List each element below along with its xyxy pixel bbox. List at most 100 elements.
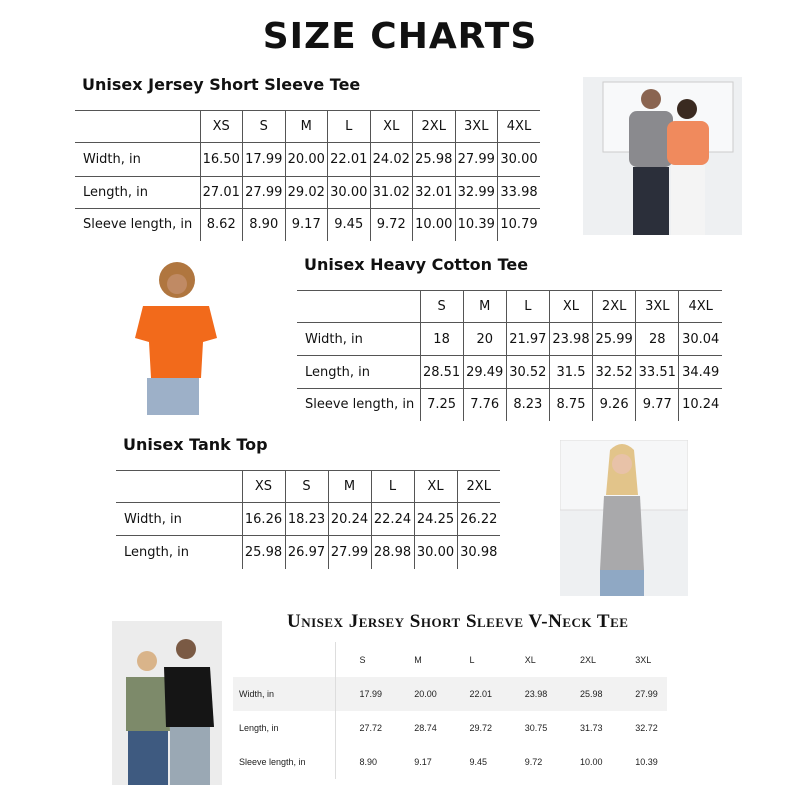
measurement-cell: 18 [419,322,464,356]
size-header-s: S [359,654,366,665]
measurement-cell: 28.74 [414,723,437,733]
measurement-cell: 30.75 [524,723,548,733]
row-label: Length, in [233,711,336,745]
size-table-heavy-cotton-tee: S M L XL 2XL 3XL 4XL Width, in 18 20 21.97 23.98 25.… [297,290,722,421]
size-header-m: M [414,654,422,665]
size-header-m: M [327,470,371,503]
measurement-cell: 26.97 [284,535,328,569]
row-label: Sleeve length, in [297,388,420,421]
size-header-m: M [462,290,507,323]
heavy-cotton-tee-model-photo [133,258,218,415]
measurement-cell: 23.98 [500,677,556,711]
measurement-cell: 22.01 [445,677,501,711]
measurement-cell: 9.77 [635,388,679,421]
empty-cell [116,470,242,503]
row-label: Length, in [297,355,420,389]
size-header-2xl: 2XL [412,110,455,143]
measurement-cell: 33.98 [497,176,540,209]
measurement-cell: 9.45 [469,757,488,767]
measurement-cell: 26.22 [456,502,500,536]
measurement-cell: 17.99 [242,142,285,177]
measurement-cell: 29.72 [469,723,493,733]
measurement-cell: 9.72 [369,208,413,241]
size-header-l: L [505,290,550,323]
measurement-cell: 20.00 [390,677,446,711]
size-header-xl: XL [413,470,457,503]
measurement-cell: 9.45 [327,208,370,241]
size-header-4xl: 4XL [497,110,540,143]
measurement-cell: 16.50 [199,142,243,177]
measurement-cell: 23.98 [548,322,593,356]
size-table-v-neck-tee: S M L XL 2XL 3XL Width, in 17.99 20.00 22.01 23.98… [233,642,667,779]
measurement-cell: 27.99 [327,535,371,569]
size-header-2xl: 2XL [456,470,500,503]
measurement-cell: 10.24 [678,388,722,421]
table-row: Width, in 17.99 20.00 22.01 23.98 25.98 27.99 [233,677,667,711]
measurement-cell: 22.01 [327,142,370,177]
measurement-cell: 28.51 [419,355,464,389]
size-header-xl: XL [548,290,593,323]
measurement-cell: 10.00 [412,208,455,241]
measurement-cell: 9.17 [284,208,328,241]
measurement-cell: 25.98 [241,535,285,569]
table-row: Sleeve length, in 8.62 8.90 9.17 9.45 9.72 10.… [75,208,540,241]
measurement-cell: 31.02 [369,176,413,209]
table-row: Sleeve length, in 7.25 7.76 8.23 8.75 9.26 9.7… [297,388,722,421]
row-label: Width, in [75,142,200,177]
measurement-cell: 7.76 [462,388,507,421]
table-row: Width, in 16.26 18.23 20.24 22.24 24.25 26.22 [116,502,500,536]
page-title: SIZE CHARTS [262,16,538,57]
row-label: Length, in [116,535,242,569]
chart-heading-jersey-tee: Unisex Jersey Short Sleeve Tee [82,75,361,94]
measurement-cell: 25.98 [556,677,612,711]
measurement-cell: 9.26 [592,388,636,421]
measurement-cell: 32.72 [635,723,658,733]
measurement-cell: 8.23 [505,388,550,421]
measurement-cell: 8.90 [359,757,378,767]
measurement-cell: 31.73 [580,723,603,733]
measurement-cell: 20 [462,322,507,356]
measurement-cell: 9.72 [524,757,543,767]
size-header-2xl: 2XL [580,654,597,665]
header-row: XS S M L XL 2XL [116,470,500,503]
size-header-s: S [419,290,464,323]
measurement-cell: 10.00 [580,757,603,767]
measurement-cell: 32.01 [412,176,455,209]
measurement-cell: 27.01 [199,176,243,209]
measurement-cell: 27.99 [454,142,498,177]
measurement-cell: 24.02 [369,142,413,177]
measurement-cell: 18.23 [284,502,328,536]
size-header-l: L [370,470,414,503]
measurement-cell: 30.00 [497,142,540,177]
chart-heading-heavy-cotton-tee: Unisex Heavy Cotton Tee [304,255,529,274]
empty-cell [75,110,200,143]
measurement-cell: 33.51 [635,355,679,389]
size-header-2xl: 2XL [592,290,636,323]
measurement-cell: 20.00 [284,142,328,177]
row-label: Length, in [75,176,200,209]
measurement-cell: 10.39 [635,757,658,767]
table-row: Sleeve length, in 8.90 9.17 9.45 9.72 10.00 10… [233,745,667,779]
row-label: Sleeve length, in [75,208,200,241]
chart-heading-tank-top: Unisex Tank Top [123,435,268,454]
measurement-cell: 34.49 [678,355,722,389]
measurement-cell: 24.25 [413,502,457,536]
measurement-cell: 32.99 [454,176,498,209]
size-header-3xl: 3XL [454,110,498,143]
measurement-cell: 31.5 [548,355,593,389]
measurement-cell: 29.02 [284,176,328,209]
size-header-l: L [327,110,370,143]
size-header-xs: XS [241,470,285,503]
measurement-cell: 7.25 [419,388,464,421]
measurement-cell: 10.39 [454,208,498,241]
measurement-cell: 27.72 [359,723,383,733]
measurement-cell: 25.99 [592,322,636,356]
size-header-3xl: 3XL [635,654,652,665]
measurement-cell: 25.98 [412,142,455,177]
measurement-cell: 30.98 [456,535,500,569]
measurement-cell: 10.79 [497,208,540,241]
measurement-cell: 21.97 [505,322,550,356]
measurement-cell: 32.52 [592,355,636,389]
row-label: Width, in [297,322,420,356]
table-row: Width, in 16.50 17.99 20.00 22.01 24.02 25.98 2… [75,142,540,177]
